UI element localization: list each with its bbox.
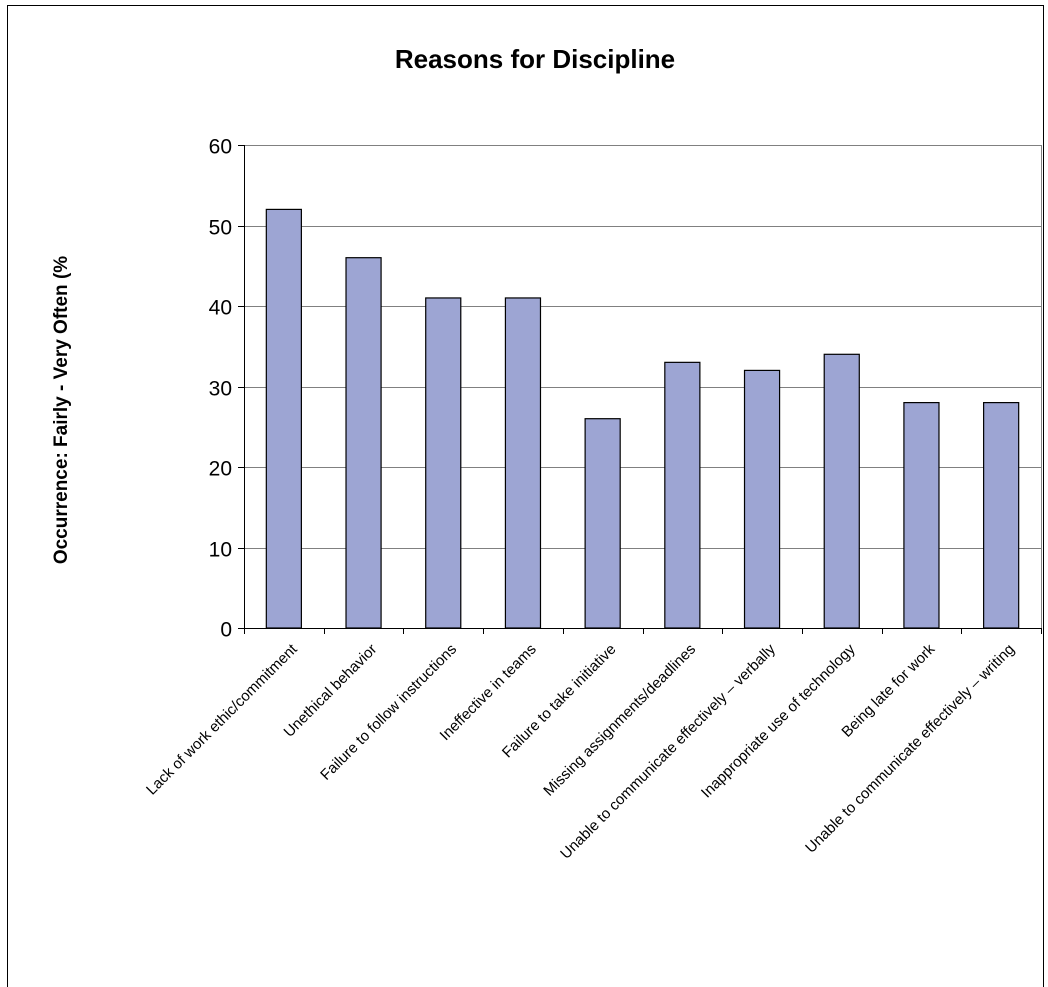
bar xyxy=(903,402,940,629)
y-tick-labels: 0 10 20 30 40 50 60 xyxy=(209,136,232,642)
bars xyxy=(265,208,1020,629)
bar xyxy=(345,257,382,629)
bar xyxy=(265,208,302,629)
y-tick-label: 40 xyxy=(209,297,232,320)
bar xyxy=(504,297,542,629)
bar xyxy=(664,361,701,629)
bar xyxy=(743,369,781,629)
bar xyxy=(823,353,860,629)
bar xyxy=(425,297,462,629)
bar xyxy=(983,402,1020,629)
y-tick-label: 50 xyxy=(209,217,232,240)
y-tick-label: 10 xyxy=(209,539,232,562)
y-tick-label: 20 xyxy=(209,458,232,481)
axes xyxy=(238,145,1042,634)
bar xyxy=(584,418,621,629)
y-tick-label: 0 xyxy=(220,619,232,642)
chart-title: Reasons for Discipline xyxy=(395,44,675,74)
y-tick-label: 60 xyxy=(209,136,232,159)
y-tick-label: 30 xyxy=(209,378,232,401)
y-axis-label: Occurrence: Fairly - Very Often (% xyxy=(51,256,72,564)
